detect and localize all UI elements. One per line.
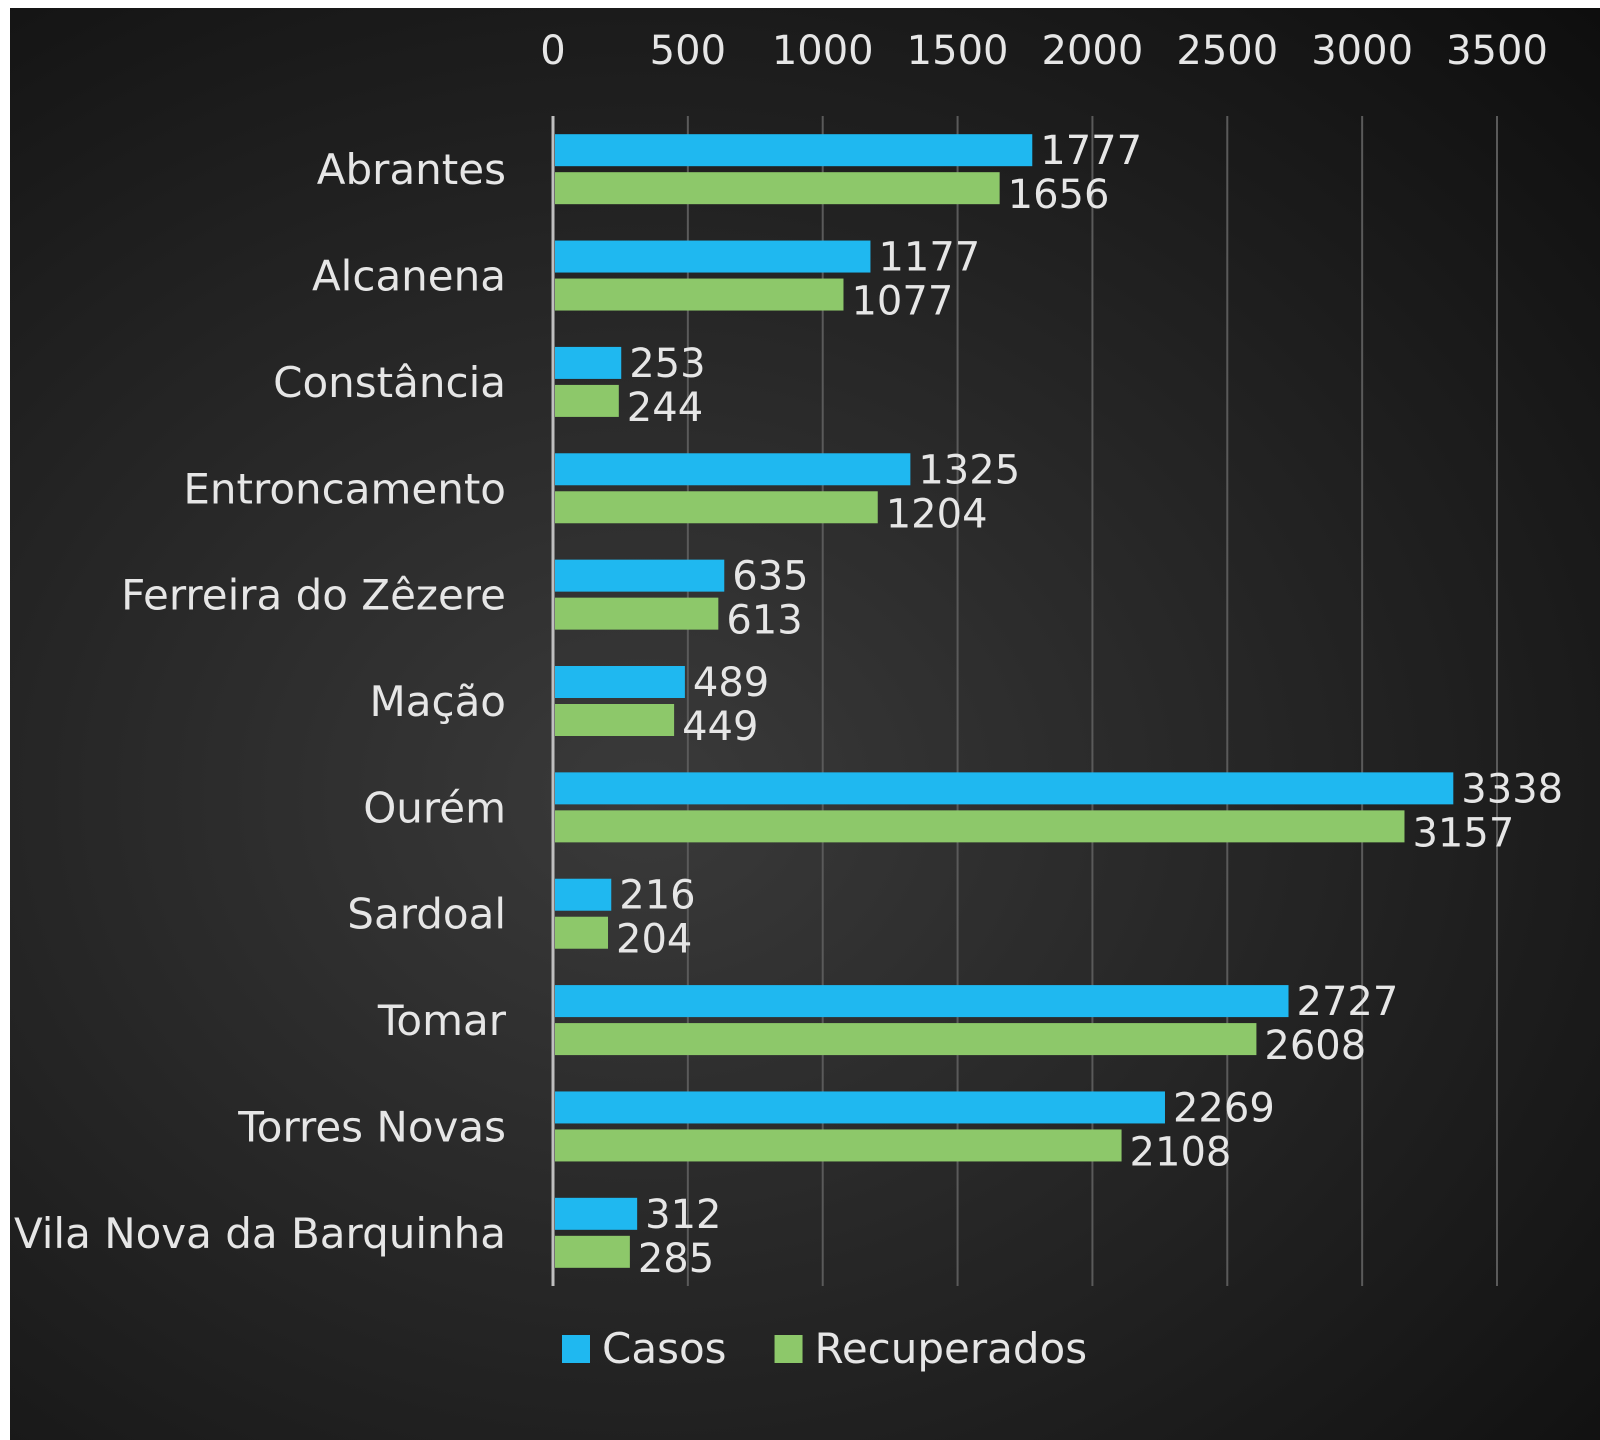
category-labels: Abrantes Alcanena Constância Entroncamento F… — [14, 145, 507, 1258]
category-label: Tomar — [377, 996, 507, 1045]
bar-recuperados — [555, 491, 878, 524]
category-label: Constância — [273, 358, 506, 407]
legend[interactable]: Casos Recuperados — [562, 1324, 1087, 1373]
x-tick-label: 2500 — [1176, 28, 1278, 74]
category-label: Mação — [370, 677, 507, 726]
category-label: Abrantes — [317, 145, 506, 194]
data-label: 285 — [638, 1236, 714, 1282]
data-label: 244 — [627, 385, 703, 431]
bar-casos — [555, 772, 1454, 805]
x-tick-label: 3500 — [1446, 28, 1548, 74]
category-label: Sardoal — [347, 890, 506, 939]
x-tick-label: 0 — [540, 28, 565, 74]
category-label: Ourém — [363, 783, 506, 832]
bar-casos — [555, 985, 1289, 1018]
bar-recuperados — [555, 916, 609, 949]
category-label: Alcanena — [312, 252, 506, 301]
bar-recuperados — [555, 278, 844, 311]
x-tick-label: 2000 — [1042, 28, 1144, 74]
data-label: 312 — [645, 1192, 721, 1238]
bar-casos — [555, 1197, 638, 1230]
bar-casos — [555, 240, 871, 273]
category-label: Vila Nova da Barquinha — [14, 1209, 506, 1258]
bar-chart: 0 500 1000 1500 2000 2500 3000 3500 Abrantes Alc… — [14, 28, 1563, 1373]
data-label: 2108 — [1130, 1129, 1232, 1175]
bar-casos — [555, 453, 911, 486]
data-label: 449 — [682, 704, 758, 750]
x-tick-label: 1500 — [907, 28, 1009, 74]
data-label: 1777 — [1040, 128, 1142, 174]
data-label: 253 — [629, 341, 705, 387]
data-label: 1656 — [1008, 172, 1110, 218]
bar-casos — [555, 134, 1033, 167]
data-label: 1077 — [851, 279, 953, 325]
category-label: Torres Novas — [237, 1102, 506, 1151]
data-label: 2727 — [1297, 979, 1399, 1025]
x-tick-label: 1000 — [772, 28, 874, 74]
category-label: Entroncamento — [183, 464, 506, 513]
bar-recuperados — [555, 1023, 1257, 1056]
chart-area: 0 500 1000 1500 2000 2500 3000 3500 Abrantes Alc… — [10, 8, 1600, 1440]
bar-casos — [555, 878, 612, 911]
data-label: 2269 — [1173, 1085, 1275, 1131]
bar-recuperados — [555, 172, 1000, 205]
bar-recuperados — [555, 597, 719, 630]
data-label: 1204 — [886, 491, 988, 537]
data-label: 613 — [726, 598, 802, 644]
bar-recuperados — [555, 384, 619, 417]
bar-casos — [555, 346, 622, 379]
data-label: 489 — [693, 660, 769, 706]
bar-casos — [555, 559, 725, 592]
x-tick-label: 3000 — [1311, 28, 1413, 74]
bar-recuperados — [555, 1235, 630, 1268]
data-label: 1177 — [878, 235, 980, 281]
bar-recuperados — [555, 704, 675, 736]
bar-recuperados — [555, 1129, 1122, 1162]
bar-casos — [555, 1091, 1165, 1124]
bar-casos — [555, 666, 685, 698]
data-label: 3157 — [1412, 810, 1514, 856]
data-label: 204 — [616, 917, 692, 963]
legend-swatch-casos — [562, 1335, 590, 1363]
bars — [555, 134, 1454, 1268]
legend-label-recuperados[interactable]: Recuperados — [815, 1324, 1088, 1373]
legend-label-casos[interactable]: Casos — [602, 1324, 727, 1373]
data-label: 2608 — [1264, 1023, 1366, 1069]
category-label: Ferreira do Zêzere — [121, 571, 506, 620]
x-tick-label: 500 — [650, 28, 726, 74]
bar-recuperados — [555, 810, 1405, 843]
gridlines — [686, 116, 1498, 1286]
x-axis-ticks: 0 500 1000 1500 2000 2500 3000 3500 — [540, 28, 1548, 74]
data-label: 216 — [619, 873, 695, 919]
data-label: 1325 — [918, 447, 1020, 493]
legend-swatch-recuperados — [774, 1335, 803, 1363]
data-label: 3338 — [1461, 766, 1563, 812]
data-label: 635 — [732, 554, 808, 600]
